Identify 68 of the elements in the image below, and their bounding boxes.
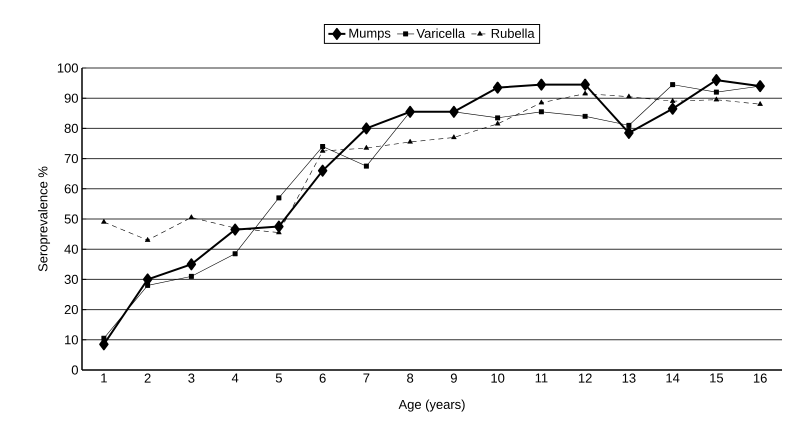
legend-label: Varicella — [416, 28, 466, 38]
x-tick-label: 8 — [407, 374, 414, 383]
x-tick-label: 16 — [754, 374, 767, 383]
x-tick-label: 7 — [363, 374, 370, 382]
point — [538, 109, 544, 114]
point — [364, 144, 370, 150]
point — [668, 102, 678, 115]
x-tick-label: 15 — [710, 374, 724, 383]
point — [276, 195, 282, 200]
y-tick-label: 90 — [64, 94, 78, 103]
point — [580, 78, 590, 91]
point — [320, 144, 326, 150]
point — [101, 336, 106, 341]
point — [712, 74, 722, 86]
point — [362, 122, 372, 134]
point — [407, 138, 413, 144]
point — [495, 115, 500, 120]
point — [626, 122, 632, 128]
point — [492, 82, 502, 94]
y-tick-label: 100 — [58, 63, 78, 73]
point — [451, 134, 457, 140]
point — [714, 90, 719, 95]
point — [714, 96, 720, 102]
x-tick-label: 11 — [536, 374, 548, 382]
point — [188, 214, 194, 220]
point — [144, 237, 150, 242]
point — [670, 82, 676, 88]
point — [188, 274, 194, 279]
y-tick-label: 70 — [64, 154, 78, 164]
x-tick-label: 3 — [188, 374, 194, 383]
y-axis-title: Seroprevalence % — [38, 166, 50, 272]
y-tick-label: 0 — [72, 365, 78, 375]
x-tick-label: 1 — [101, 374, 107, 382]
y-tick-label: 60 — [64, 184, 78, 194]
x-tick-label: 12 — [578, 374, 592, 383]
x-tick-label: 14 — [666, 374, 680, 382]
point — [232, 251, 238, 256]
x-tick-label: 5 — [276, 374, 282, 383]
point — [101, 218, 107, 224]
point — [364, 164, 369, 169]
y-tick-label: 20 — [64, 305, 78, 314]
y-tick-label: 40 — [64, 244, 78, 254]
point — [538, 100, 544, 104]
point — [318, 164, 328, 177]
y-tick-label: 50 — [64, 214, 78, 224]
point — [274, 220, 284, 233]
y-tick-label: 30 — [64, 274, 78, 284]
point — [582, 114, 588, 119]
point — [536, 78, 546, 91]
point — [186, 258, 196, 270]
x-tick-label: 9 — [450, 374, 457, 383]
x-tick-label: 2 — [144, 374, 151, 383]
point — [494, 120, 500, 126]
x-axis-title: Age (years) — [398, 399, 465, 412]
x-tick-label: 10 — [491, 374, 504, 383]
x-tick-label: 4 — [232, 374, 238, 382]
point — [757, 101, 763, 106]
point — [626, 94, 632, 98]
x-tick-label: 6 — [320, 374, 326, 383]
point — [145, 282, 150, 288]
point — [624, 126, 634, 139]
point — [670, 98, 676, 103]
point — [582, 90, 588, 96]
y-tick-label: 10 — [65, 335, 78, 344]
y-tick-label: 80 — [64, 124, 78, 133]
x-tick-label: 13 — [622, 374, 636, 383]
legend-label: Rubella — [492, 28, 535, 38]
legend-label: Mumps — [349, 28, 390, 40]
